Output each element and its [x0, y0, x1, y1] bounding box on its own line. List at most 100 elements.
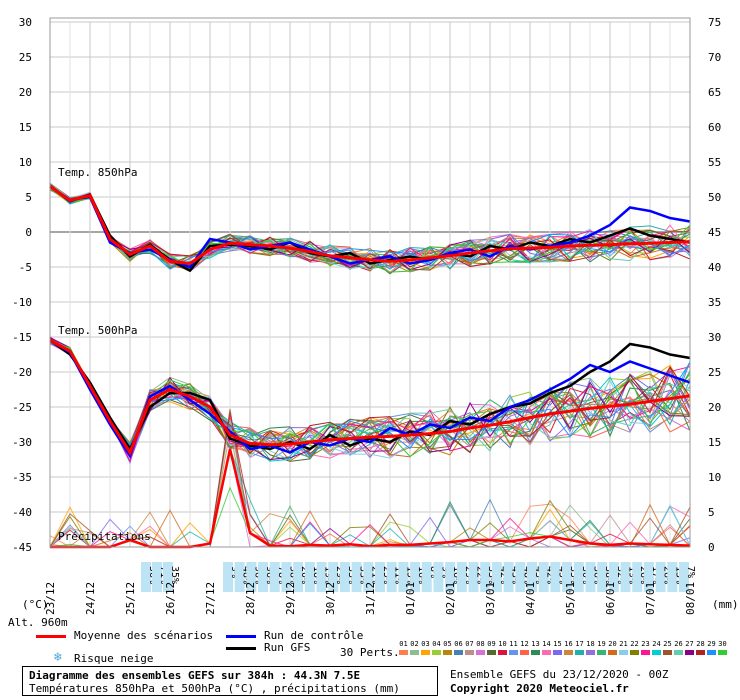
- snow-risk-value: 16%: [416, 566, 427, 584]
- snowflake-icon: ❄: [54, 650, 62, 665]
- pert-legend-item: 23: [640, 640, 651, 655]
- pert-swatch: [487, 650, 496, 655]
- snow-risk-cell: 21%: [363, 562, 380, 592]
- pert-swatch: [410, 650, 419, 655]
- main-series: [49, 185, 691, 459]
- pert-legend-item: 03: [420, 640, 431, 655]
- x-tick-label: 01/01: [404, 582, 417, 615]
- legend-gfs-label: Run GFS: [264, 641, 311, 654]
- snow-risk-value: 43%: [510, 566, 521, 584]
- left-tick-label: 25: [19, 51, 32, 64]
- snow-risk-bg: [363, 562, 374, 592]
- pert-legend-item: 13: [530, 640, 541, 655]
- x-tick-label: 23/12: [44, 582, 57, 615]
- snow-risk-value: 15%: [404, 566, 415, 584]
- right-tick-label: 25: [708, 366, 721, 379]
- left-tick-label: 30: [19, 16, 32, 29]
- chart-grid: [49, 21, 691, 548]
- right-tick-label: 70: [708, 51, 721, 64]
- snow-risk-value: 30%: [580, 566, 591, 584]
- pert-legend-item: 30: [717, 640, 728, 655]
- snow-risk-cell: 42%: [491, 562, 509, 592]
- snow-risk-bg: [433, 562, 444, 592]
- snow-risk-value: 33%: [486, 566, 497, 584]
- x-tick-label: 31/12: [364, 582, 377, 615]
- pert-number: 09: [487, 640, 496, 648]
- snow-risk-cell: 29%: [328, 562, 345, 592]
- snow-risk-value: 13%: [673, 566, 684, 584]
- snow-risk-bg: [550, 562, 561, 592]
- pert-number: 22: [630, 640, 639, 648]
- snow-risk-bg: [597, 562, 608, 592]
- snow-risk-cell: 20%: [293, 562, 310, 592]
- pert-swatch: [718, 650, 727, 655]
- member-t850-line: [49, 183, 691, 270]
- snow-risk-value: 33%: [358, 566, 369, 584]
- snow-risk-value: 35%: [568, 566, 579, 584]
- snow-risk-value: 7%: [685, 566, 696, 578]
- pert-number: 29: [707, 640, 716, 648]
- snow-risk-bg: [258, 562, 269, 592]
- legend-snow-label: Risque neige: [74, 652, 154, 665]
- snow-risk-cell: 19%: [620, 562, 638, 592]
- snow-risk-value: 21%: [369, 566, 380, 584]
- snow-risk-value: 33%: [346, 566, 357, 584]
- snow-risk-value: 29%: [463, 566, 474, 584]
- snow-risk-bg: [632, 562, 643, 592]
- left-tick-label: 5: [25, 191, 32, 204]
- pert-swatch: [674, 650, 683, 655]
- snow-risk-cell: 38%: [597, 562, 614, 592]
- pert-number: 03: [421, 640, 430, 648]
- snow-risk-bg: [375, 562, 385, 592]
- left-tick-label: -45: [12, 541, 32, 554]
- left-tick-label: -30: [12, 436, 32, 449]
- snow-risk-value: 8%: [428, 566, 439, 578]
- pert-number: 20: [608, 640, 617, 648]
- snow-risk-bg: [503, 562, 514, 592]
- snow-risk-cell: 33%: [480, 562, 497, 592]
- right-tick-label: 75: [708, 16, 721, 29]
- snow-risk-cell: 17%: [643, 562, 661, 592]
- snow-risk-bg: [491, 562, 502, 592]
- pert-swatch: [564, 650, 573, 655]
- snow-risk-value: 58%: [287, 566, 298, 584]
- credits: Ensemble GEFS du 23/12/2020 - 00Z Copyri…: [450, 668, 669, 696]
- pert-legend-item: 19: [596, 640, 607, 655]
- right-tick-label: 35: [708, 296, 721, 309]
- snow-risk-bg: [620, 562, 631, 592]
- legend-mean-label: Moyenne des scénarios: [74, 629, 214, 642]
- snow-risk-bg: [386, 562, 397, 592]
- snow-risk-value: 22%: [475, 566, 486, 584]
- pert-legend-item: 12: [519, 640, 530, 655]
- right-axis-unit: (mm): [712, 598, 739, 611]
- pert-legend-item: 28: [695, 640, 706, 655]
- snow-risk-value: 48%: [241, 566, 252, 584]
- pert-legend-item: 06: [453, 640, 464, 655]
- snow-risk-bg: [655, 562, 666, 592]
- pert-legend-item: 16: [563, 640, 574, 655]
- pert-legend-item: 22: [629, 640, 640, 655]
- snow-risk-cell: 30%: [573, 562, 591, 592]
- pert-number: 18: [586, 640, 595, 648]
- snow-risk-bg: [445, 562, 456, 592]
- pert-legend-item: 08: [475, 640, 486, 655]
- snow-risk-value: 96%: [252, 566, 263, 584]
- member-t500-line: [49, 342, 691, 458]
- pert-swatch: [476, 650, 485, 655]
- pert-swatch: [454, 650, 463, 655]
- snow-risk-bg: [608, 562, 619, 592]
- pert-number: 11: [509, 640, 518, 648]
- altitude-label: Alt. 960m: [8, 616, 68, 629]
- snow-risk-bg: [573, 562, 584, 592]
- snow-risk-cell: 13%: [667, 562, 684, 592]
- series-t500-line: [49, 339, 691, 459]
- pert-legend-item: 17: [574, 640, 585, 655]
- left-axis-unit: (°C): [22, 598, 49, 611]
- snow-risk-cell: 11%: [386, 562, 404, 592]
- footer-subtitle: Températures 850hPa et 500hPa (°C) , pré…: [29, 682, 400, 695]
- x-tick-label: 25/12: [124, 582, 137, 615]
- left-tick-label: 10: [19, 156, 32, 169]
- left-tick-label: -40: [12, 506, 32, 519]
- snow-risk-value: 78%: [276, 566, 287, 584]
